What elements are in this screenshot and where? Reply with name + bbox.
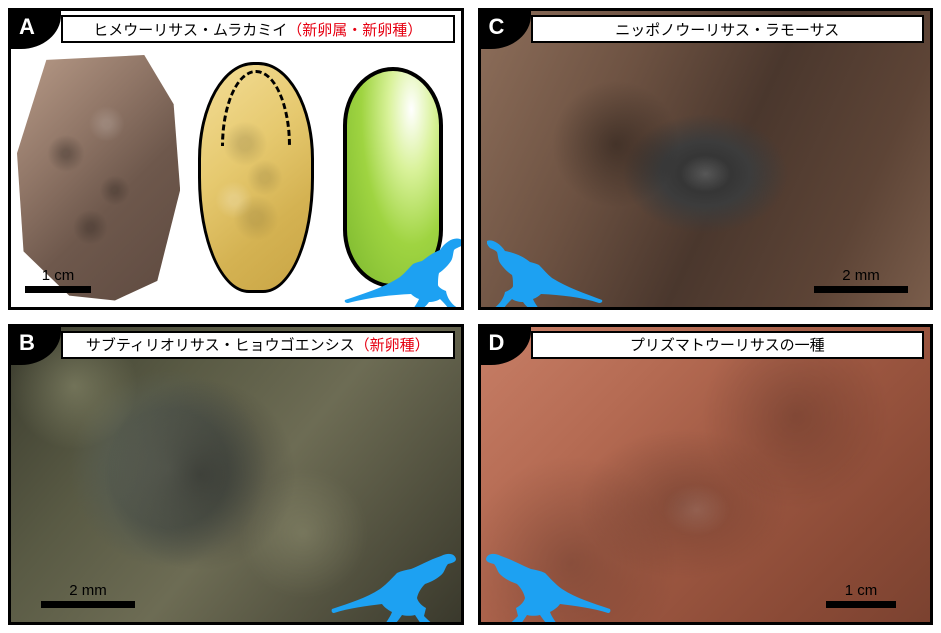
panel-c-title-main: ニッポノウーリサス・ラモーサス [615, 19, 839, 40]
ct-egg-shape [198, 62, 314, 293]
panel-a: A ヒメウーリサス・ムラカミイ （新卵属・新卵種） 1 cm [8, 8, 464, 310]
scale-label: 2 mm [69, 582, 107, 599]
dino-silhouette-icon [485, 550, 611, 624]
scale-bar-b: 2 mm [41, 582, 135, 608]
panel-d-title-main: プリズマトウーリサスの一種 [630, 334, 825, 355]
figure-grid: A ヒメウーリサス・ムラカミイ （新卵属・新卵種） 1 cm [8, 8, 933, 625]
panel-a-title-paren: （新卵属・新卵種） [287, 19, 422, 40]
panel-d: D プリズマトウーリサスの一種 1 cm [478, 324, 934, 626]
scale-bar-c: 2 mm [814, 267, 908, 293]
scale-line [814, 286, 908, 293]
panel-b-title-paren: （新卵種） [355, 334, 430, 355]
ct-model [188, 55, 324, 301]
scale-line [826, 601, 896, 608]
scale-label: 2 mm [842, 267, 880, 284]
panel-d-title: プリズマトウーリサスの一種 [531, 331, 925, 359]
scale-line [25, 286, 91, 293]
panel-letter: A [11, 11, 61, 49]
panel-b: B サブティリオリサス・ヒョウゴエンシス （新卵種） 2 mm [8, 324, 464, 626]
dino-silhouette-icon [343, 237, 463, 309]
scale-label: 1 cm [42, 267, 75, 284]
dino-silhouette-icon [331, 550, 457, 624]
scale-label: 1 cm [845, 582, 878, 599]
scale-bar-a: 1 cm [25, 267, 91, 293]
panel-c: C ニッポノウーリサス・ラモーサス 2 mm [478, 8, 934, 310]
ct-dashed-outline [221, 70, 291, 146]
scale-bar-d: 1 cm [826, 582, 896, 608]
dino-silhouette-icon [487, 239, 603, 309]
panel-c-title: ニッポノウーリサス・ラモーサス [531, 15, 925, 43]
panel-a-title-main: ヒメウーリサス・ムラカミイ [93, 19, 287, 40]
fossil-photo [17, 55, 180, 301]
panel-a-title: ヒメウーリサス・ムラカミイ （新卵属・新卵種） [61, 15, 455, 43]
panel-b-title-main: サブティリオリサス・ヒョウゴエンシス [86, 334, 355, 355]
panel-b-title: サブティリオリサス・ヒョウゴエンシス （新卵種） [61, 331, 455, 359]
scale-line [41, 601, 135, 608]
